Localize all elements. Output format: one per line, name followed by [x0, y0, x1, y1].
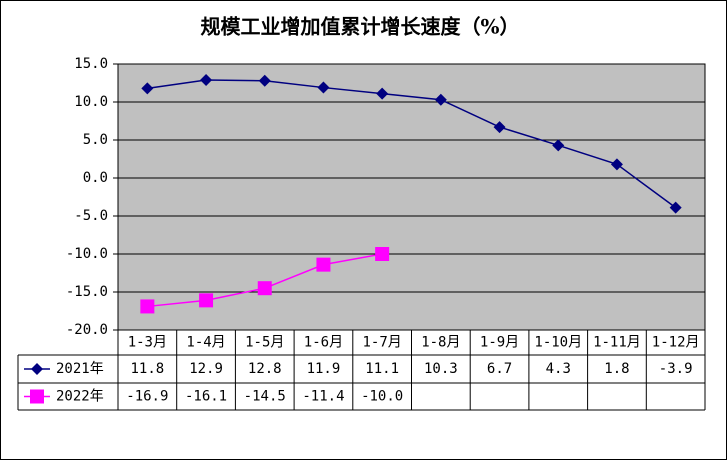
table-value: 11.8	[130, 361, 164, 377]
x-tick-label: 1-6月	[304, 335, 343, 351]
x-tick-label: 1-4月	[186, 335, 225, 351]
data-point	[610, 158, 623, 171]
table-value: 1.8	[604, 361, 629, 377]
table-value: 11.9	[307, 361, 341, 377]
y-tick-label: -20.0	[66, 322, 108, 338]
x-tick-label: 1-11月	[593, 335, 641, 351]
y-tick-label: -10.0	[66, 246, 108, 262]
table-value: -11.4	[302, 389, 344, 405]
data-point	[258, 74, 271, 87]
y-tick-label: 5.0	[83, 132, 108, 148]
data-point	[493, 121, 506, 134]
table-value: -3.9	[659, 361, 693, 377]
x-tick-label: 1-12月	[652, 335, 700, 351]
data-point	[375, 247, 390, 261]
table-value: 11.1	[365, 361, 399, 377]
table-value: 10.3	[424, 361, 458, 377]
x-tick-label: 1-10月	[534, 335, 582, 351]
y-tick-label: -5.0	[74, 208, 108, 224]
y-tick-label: -15.0	[66, 284, 108, 300]
data-point	[141, 82, 154, 95]
data-point	[669, 201, 682, 214]
y-tick-label: 15.0	[74, 56, 108, 72]
data-point	[552, 139, 565, 152]
legend-marker	[31, 363, 43, 375]
table-value: -14.5	[244, 389, 286, 405]
table-value: -16.9	[126, 389, 168, 405]
legend-label: 2021年	[56, 361, 104, 377]
plot-area	[117, 63, 706, 331]
table-value: 6.7	[487, 361, 512, 377]
data-point	[317, 81, 330, 94]
x-tick-label: 1-3月	[128, 335, 167, 351]
y-tick-label: 10.0	[74, 94, 108, 110]
chart-title: 规模工业增加值累计增长速度（%）	[200, 15, 519, 39]
data-point	[257, 281, 272, 296]
data-point	[316, 257, 331, 272]
legend-label: 2022年	[56, 389, 104, 405]
x-tick-label: 1-8月	[421, 335, 460, 351]
series-line	[147, 79, 677, 209]
table-value: 12.9	[189, 361, 223, 377]
data-point	[199, 293, 214, 308]
x-tick-label: 1-7月	[363, 335, 402, 351]
data-point	[376, 87, 389, 100]
table-value: 4.3	[546, 361, 571, 377]
data-point	[200, 73, 213, 86]
table-value: -16.1	[185, 389, 227, 405]
table-value: -10.0	[361, 389, 403, 405]
y-tick-label: 0.0	[83, 170, 108, 186]
legend-marker	[30, 389, 44, 404]
x-tick-label: 1-5月	[245, 335, 284, 351]
data-point	[434, 93, 447, 106]
table-value: 12.8	[248, 361, 282, 377]
x-tick-label: 1-9月	[480, 335, 519, 351]
data-point	[140, 299, 155, 314]
